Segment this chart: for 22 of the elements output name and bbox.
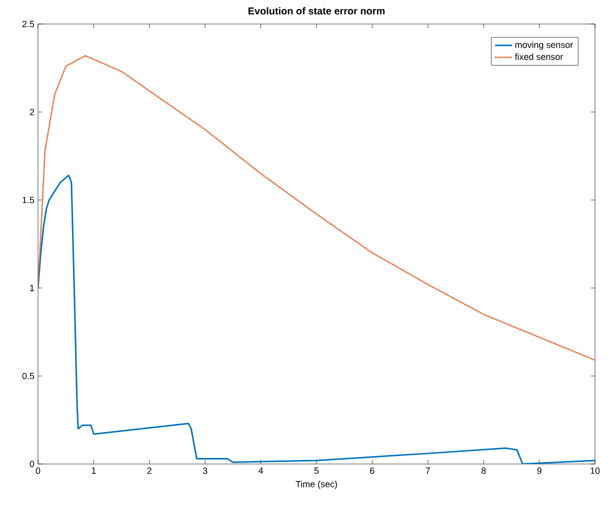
x-tick-label: 0: [36, 468, 40, 474]
x-tick-label: 8: [482, 468, 486, 474]
x-tick-label: 6: [370, 468, 374, 474]
y-tick-label: 1: [30, 284, 34, 292]
x-axis-title: Time (sec): [296, 480, 337, 490]
y-tick-label: 0: [30, 460, 34, 468]
y-tick-label: 0.5: [22, 372, 34, 380]
x-tick-label: 7: [426, 468, 430, 474]
x-tick-label: 4: [258, 468, 264, 474]
x-tick-label: 5: [314, 468, 319, 474]
y-tick-label: 1.5: [22, 196, 34, 204]
y-tick-label: 2.5: [22, 20, 34, 28]
x-tick-label: 3: [202, 468, 208, 474]
legend-label: fixed sensor: [514, 53, 563, 60]
chart-title: Evolution of state error norm: [248, 7, 385, 14]
line-series: [38, 54, 596, 361]
x-tick-label: 2: [147, 468, 152, 474]
y-tick-label: 2: [30, 108, 34, 116]
legend-label: moving sensor: [515, 41, 573, 50]
x-tick-label: 9: [537, 468, 542, 474]
x-tick-label: 10: [590, 468, 600, 474]
x-tick-label: 1: [92, 468, 96, 474]
